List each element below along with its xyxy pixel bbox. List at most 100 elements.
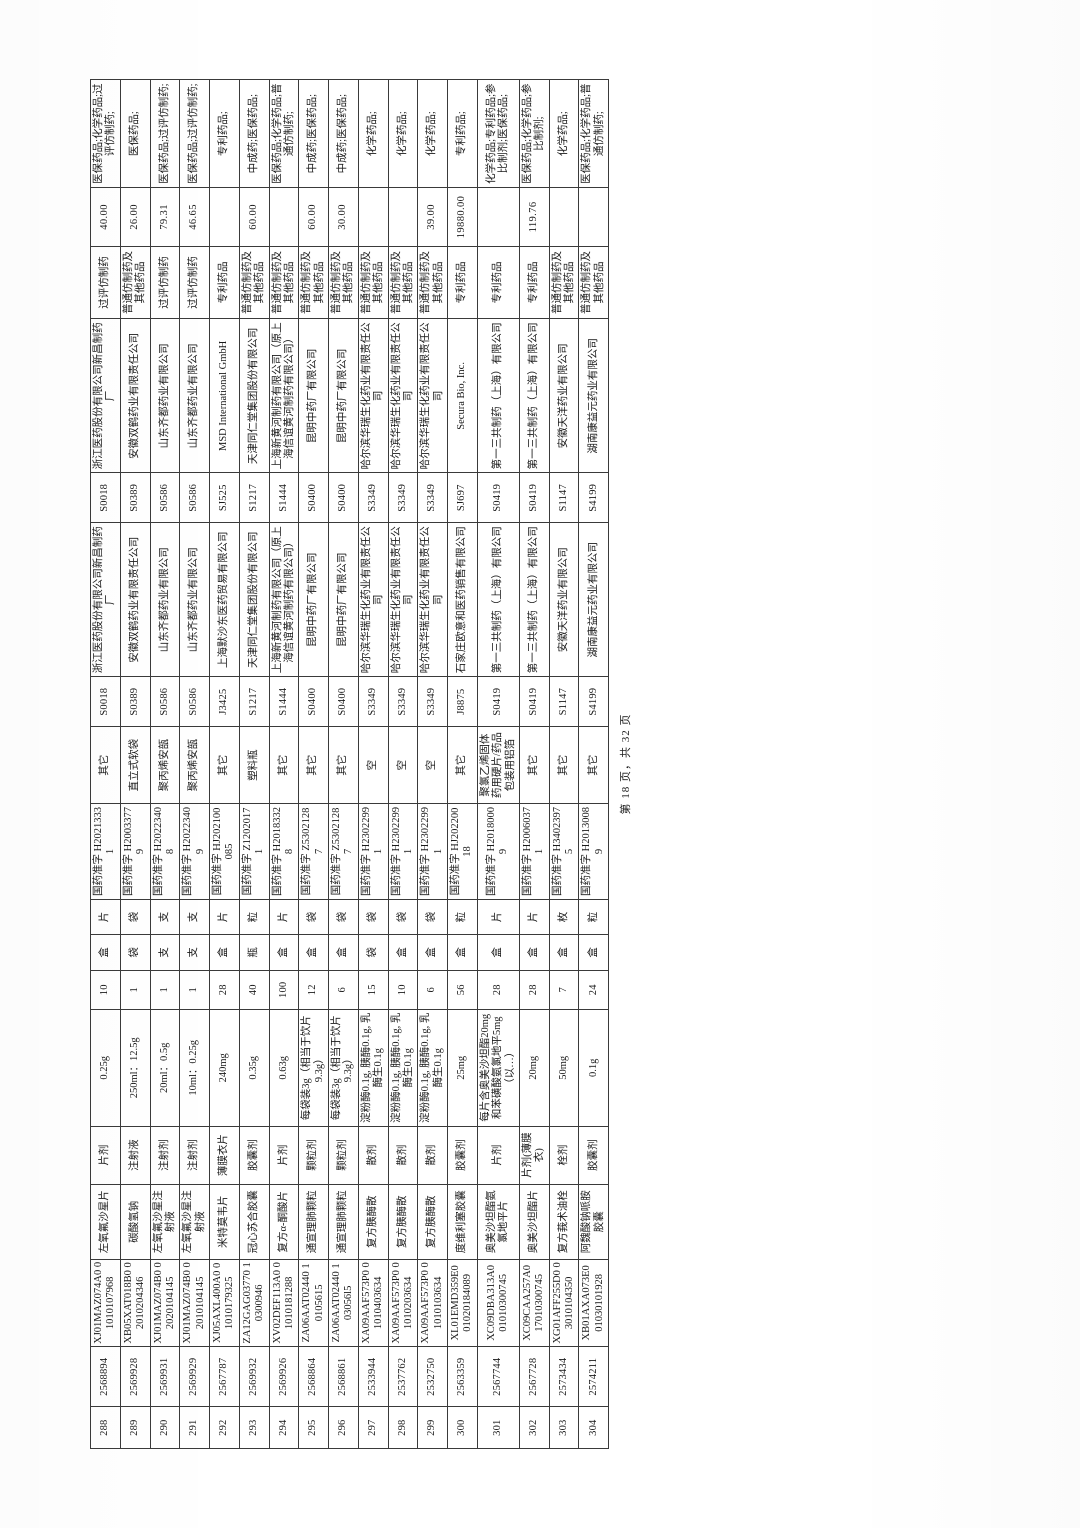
cell-form: 散剂: [388, 1126, 418, 1185]
cell-min-unit: 片: [209, 899, 240, 935]
cell-spec: 250ml：12.5g: [120, 1009, 150, 1127]
cell-spec: 0.1g: [578, 1009, 609, 1127]
cell-mf-code: S0419: [477, 472, 520, 523]
cell-mf-code: SJ525: [209, 472, 240, 523]
cell-ent-code: J3425: [209, 676, 240, 727]
cell-code: XC09DBA313A0 01010300745: [477, 1259, 520, 1347]
cell-enterprise: 哈尔滨华瑞生化药业有限责任公司: [388, 522, 418, 677]
cell-approval: 国药准字 HJ20220018: [447, 803, 478, 900]
cell-approval: 国药准字 Z53021287: [328, 803, 359, 900]
cell-enterprise: 第一三共制药（上海）有限公司: [519, 522, 550, 677]
cell-qty: 56: [447, 970, 478, 1010]
cell-ent-code: S3349: [388, 676, 418, 727]
cell-form: 片剂(薄膜衣): [519, 1126, 550, 1185]
cell-price: 30.00: [328, 187, 359, 247]
cell-ent-code: S0400: [298, 676, 329, 727]
cell-spec: 每片含奥美沙坦酯20mg和苯磺酸氨氯地平5mg（以…）: [477, 1009, 520, 1127]
cell-category: 普通仿制药及其他药品: [298, 246, 329, 319]
cell-code: XG01AFF255D0 03010104350: [549, 1259, 579, 1347]
cell-min-unit: 袋: [388, 899, 418, 935]
cell-tags: 医保药品;化学药品;参比制剂;: [519, 79, 550, 188]
cell-pkg-unit: 盒: [477, 934, 520, 971]
cell-qty: 1: [179, 970, 210, 1010]
cell-seq: 290: [150, 1406, 180, 1449]
table-row: 300 2563359 XL01EMD359E0 01020184089 度维利塞胶囊…: [447, 79, 478, 1449]
cell-form: 注射剂: [179, 1126, 210, 1185]
cell-min-unit: 粒: [447, 899, 478, 935]
cell-approval: 国药准字 H20183328: [269, 803, 299, 900]
cell-mf-code: S0400: [298, 472, 329, 523]
cell-id: 2574211: [578, 1346, 609, 1407]
table-row: 301 2567744 XC09DBA313A0 01010300745 奥美沙坦酯氨…: [477, 79, 520, 1449]
cell-code: XB01AXA073E0 01030101928: [578, 1259, 609, 1347]
cell-form: 栓剂: [549, 1126, 579, 1185]
cell-name: 奥美沙坦酯片: [519, 1184, 550, 1260]
cell-price: 26.00: [120, 187, 150, 247]
cell-mf-code: S0018: [90, 472, 121, 523]
cell-approval: 国药准字 H20223409: [179, 803, 210, 900]
cell-name: 复方胰酶散: [388, 1184, 418, 1260]
cell-material: 其它: [447, 726, 478, 804]
cell-enterprise: 浙江医药股份有限公司新昌制药厂: [90, 522, 121, 677]
cell-qty: 12: [298, 970, 329, 1010]
cell-mf-code: S0586: [150, 472, 180, 523]
cell-spec: 50mg: [549, 1009, 579, 1127]
cell-enterprise: 哈尔滨华瑞生化药业有限责任公司: [358, 522, 388, 677]
cell-tags: 中成药;医保药品;: [328, 79, 359, 188]
cell-price: 40.00: [90, 187, 121, 247]
cell-approval: 国药准字 Z53021287: [298, 803, 329, 900]
cell-min-unit: 片: [519, 899, 550, 935]
cell-code: XV02DEF113A0 01010181288: [269, 1259, 299, 1347]
cell-pkg-unit: 盒: [519, 934, 550, 971]
cell-manufacturer: 哈尔滨华瑞生化药业有限责任公司: [417, 318, 448, 473]
cell-pkg-unit: 盒: [298, 934, 329, 971]
cell-price: [477, 187, 520, 247]
cell-qty: 10: [90, 970, 121, 1010]
cell-pkg-unit: 盒: [388, 934, 418, 971]
cell-pkg-unit: 盒: [269, 934, 299, 971]
cell-ent-code: S4199: [578, 676, 609, 727]
cell-id: 2568864: [298, 1346, 329, 1407]
cell-manufacturer: Secura Bio, Inc.: [447, 318, 478, 473]
cell-id: 2567787: [209, 1346, 240, 1407]
cell-min-unit: 粒: [239, 899, 269, 935]
cell-mf-code: S3349: [417, 472, 448, 523]
cell-id: 2532750: [417, 1346, 448, 1407]
table-row: 290 2569931 XJ01MAZ074B0 02020104145 左氧氟沙星注…: [150, 79, 180, 1449]
cell-tags: 专利药品;: [209, 79, 240, 188]
cell-pkg-unit: 支: [179, 934, 210, 971]
cell-code: XA09AAF573P0 01010103634: [417, 1259, 448, 1347]
cell-material: 空: [417, 726, 448, 804]
cell-name: 碳酸氢钠: [120, 1184, 150, 1260]
cell-form: 片剂: [477, 1126, 520, 1185]
cell-category: 过评仿制药: [150, 246, 180, 319]
table-row: 303 2573434 XG01AFF255D0 03010104350 复方莪术油栓…: [549, 79, 579, 1449]
cell-ent-code: S0400: [328, 676, 359, 727]
cell-pkg-unit: 支: [150, 934, 180, 971]
cell-tags: 化学药品;: [388, 79, 418, 188]
table-row: 302 2567728 XC09CAA257A0 17010300745 奥美沙坦酯片…: [519, 79, 550, 1449]
cell-ent-code: S1147: [549, 676, 579, 727]
cell-code: XL01EMD359E0 01020184089: [447, 1259, 478, 1347]
cell-material: 聚丙烯安瓿: [150, 726, 180, 804]
cell-min-unit: 片: [269, 899, 299, 935]
cell-form: 胶囊剂: [447, 1126, 478, 1185]
cell-price: 46.65: [179, 187, 210, 247]
cell-ent-code: S1444: [269, 676, 299, 727]
cell-tags: 专利药品;: [447, 79, 478, 188]
cell-tags: 医保药品;过评仿制药;: [150, 79, 180, 188]
cell-spec: 20ml：0.5g: [150, 1009, 180, 1127]
cell-pkg-unit: 盒: [209, 934, 240, 971]
cell-seq: 296: [328, 1406, 359, 1449]
cell-enterprise: 上海默沙东医药贸易有限公司: [209, 522, 240, 677]
cell-price: 39.00: [417, 187, 448, 247]
cell-category: 普通仿制药及其他药品: [328, 246, 359, 319]
cell-ent-code: S3349: [417, 676, 448, 727]
cell-id: 2569932: [239, 1346, 269, 1407]
cell-price: 119.76: [519, 187, 550, 247]
cell-enterprise: 山东齐都药业有限公司: [179, 522, 210, 677]
cell-form: 颗粒剂: [298, 1126, 329, 1185]
cell-seq: 294: [269, 1406, 299, 1449]
cell-tags: 医保药品;化学药品;过评仿制药;: [90, 79, 121, 188]
cell-category: 普通仿制药及其他药品: [120, 246, 150, 319]
